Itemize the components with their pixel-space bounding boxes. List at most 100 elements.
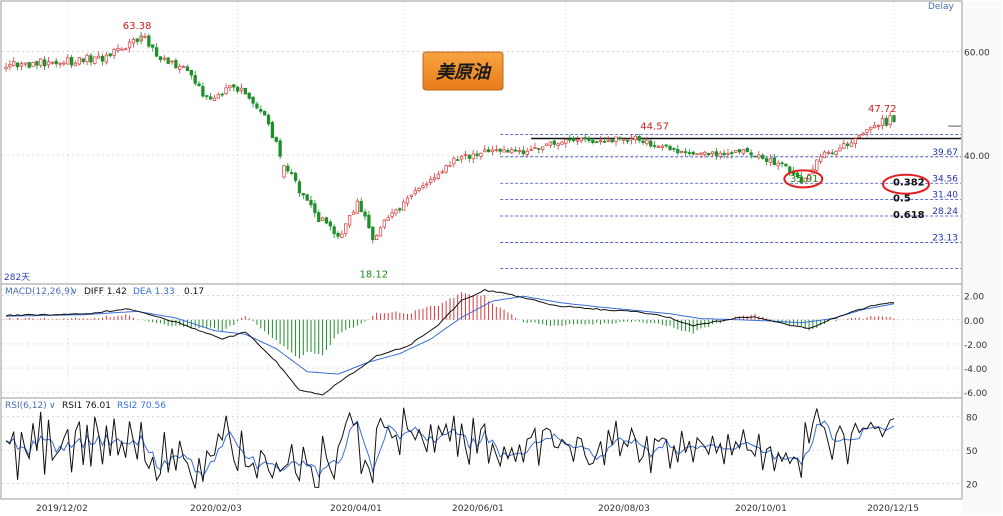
date-tick-label: 2020/12/15 <box>867 504 919 514</box>
candle-body <box>537 147 541 150</box>
candle-body <box>606 140 610 142</box>
candle-body <box>865 129 869 133</box>
candle-body <box>664 144 668 147</box>
candle-body <box>842 143 846 149</box>
candle-body <box>799 176 803 183</box>
delay-label: Delay <box>928 2 954 12</box>
candle-body <box>197 83 201 87</box>
candle-body <box>239 87 244 92</box>
candle-body <box>780 162 784 165</box>
chevron-down-icon[interactable]: ∨ <box>71 287 78 297</box>
candle-body <box>892 115 896 122</box>
candle-body <box>695 153 699 156</box>
candle-body <box>622 138 626 141</box>
candle-body <box>27 62 31 68</box>
macd-diff-line <box>5 288 895 396</box>
candle-body <box>347 215 352 226</box>
rsi2-value: RSI2 70.56 <box>117 401 166 411</box>
candle-body <box>170 60 174 63</box>
rsi1-line <box>5 407 895 489</box>
candle-body <box>734 149 738 153</box>
candle-body <box>795 172 800 178</box>
candle-body <box>849 142 854 147</box>
candle-body <box>305 194 309 201</box>
candle-body <box>571 138 576 142</box>
candle-body <box>452 157 456 165</box>
candle-body <box>753 155 757 158</box>
candle-body <box>8 64 12 68</box>
candle-body <box>135 38 139 42</box>
candle-body <box>745 147 749 153</box>
recent-high-price-label: 47.72 <box>868 104 897 115</box>
candle-body <box>344 223 348 234</box>
macd-tick-label: -6.00 <box>964 389 988 399</box>
candle-body <box>637 135 641 141</box>
candle-body <box>31 62 35 67</box>
candle-body <box>548 141 553 146</box>
candle-body <box>448 164 452 167</box>
candle-body <box>409 194 414 197</box>
macd-indicator-label[interactable]: MACD(12,26,9) <box>5 287 73 297</box>
candle-body <box>417 187 421 192</box>
candle-body <box>884 117 888 126</box>
candle-body <box>683 151 688 153</box>
candle-body <box>853 138 858 145</box>
chevron-down-icon[interactable]: ∨ <box>49 401 56 411</box>
candle-body <box>861 132 865 136</box>
candle-body <box>116 48 120 51</box>
candle-body <box>104 54 109 63</box>
candle-body <box>398 208 402 211</box>
candle-body <box>54 60 58 65</box>
candle-body <box>405 197 410 204</box>
candle-body <box>158 56 163 61</box>
candle-body <box>216 94 220 99</box>
candle-body <box>259 109 263 112</box>
candle-body <box>560 141 564 145</box>
candle-body <box>263 111 267 116</box>
candle-body <box>552 140 556 145</box>
candle-body <box>873 124 877 128</box>
candle-body <box>243 87 248 95</box>
candle-body <box>293 172 298 181</box>
candle-body <box>730 152 734 155</box>
mid-high-price-label: 44.57 <box>640 121 669 132</box>
candle-body <box>390 212 394 217</box>
candle-body <box>166 57 170 64</box>
candle-body <box>463 154 468 156</box>
candle-body <box>649 140 653 147</box>
candle-body <box>533 147 537 149</box>
candle-body <box>610 139 614 143</box>
candle-body <box>328 221 332 227</box>
candle-body <box>340 233 344 238</box>
candle-body <box>301 193 305 196</box>
candle-body <box>660 145 664 148</box>
candle-body <box>85 55 89 63</box>
candle-body <box>62 62 66 65</box>
candle-body <box>645 139 649 145</box>
candle-body <box>502 149 506 153</box>
candle-body <box>629 138 634 141</box>
rsi-tick-label: 20 <box>966 481 978 491</box>
candle-body <box>282 165 286 178</box>
candle-body <box>100 55 105 62</box>
fib-price-label: 34.56 <box>932 174 958 184</box>
candle-body <box>50 61 54 64</box>
candle-body <box>19 63 24 67</box>
candle-body <box>602 141 607 143</box>
candle-body <box>201 85 205 97</box>
candle-body <box>212 97 217 101</box>
candle-body <box>162 57 166 60</box>
date-tick-label: 2020/10/01 <box>735 504 787 514</box>
candle-body <box>324 217 329 224</box>
candle-body <box>236 86 240 92</box>
candle-body <box>413 190 417 194</box>
candle-body <box>888 115 892 126</box>
candle-body <box>89 55 93 63</box>
candle-body <box>869 126 873 130</box>
rsi-indicator-label[interactable]: RSI(6,12) <box>5 401 47 411</box>
candle-body <box>583 137 587 139</box>
candle-body <box>189 69 193 76</box>
candle-body <box>39 58 43 66</box>
candle-body <box>722 152 726 156</box>
